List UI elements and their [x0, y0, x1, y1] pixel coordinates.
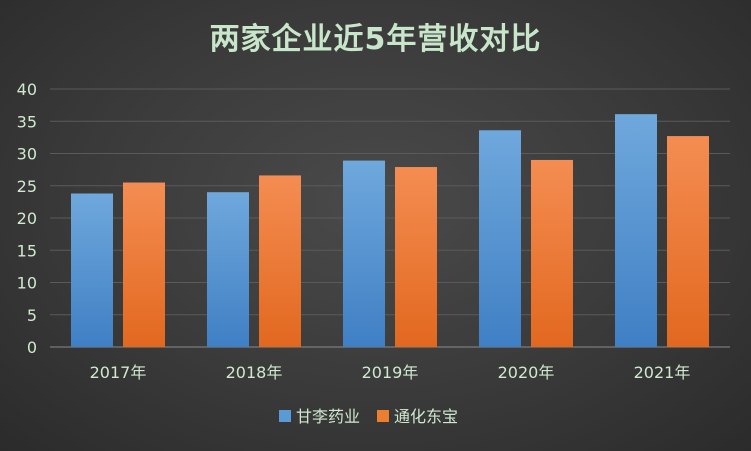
y-tick-label: 10: [17, 274, 37, 293]
bar-series-2-0: [123, 182, 165, 347]
x-tick-label: 2018年: [226, 363, 283, 382]
y-tick-label: 40: [17, 80, 37, 99]
legend-swatch: [377, 410, 389, 422]
legend: 甘李药业 通化东宝: [279, 407, 458, 426]
chart-title: 两家企业近5年营收对比: [209, 22, 542, 57]
bar-series-1-4: [615, 114, 657, 347]
bar-series-1-1: [207, 192, 249, 347]
bar-series-1-2: [343, 160, 385, 347]
x-tick-label: 2020年: [498, 363, 555, 382]
bars: [71, 114, 709, 347]
x-axis: 2017年 2018年 2019年 2020年 2021年: [90, 363, 691, 382]
y-tick-label: 20: [17, 209, 37, 228]
y-axis: 0 5 10 15 20 25 30 35 40: [17, 80, 37, 357]
x-tick-label: 2021年: [634, 363, 691, 382]
bar-series-2-1: [259, 175, 301, 347]
y-tick-label: 0: [27, 338, 37, 357]
y-tick-label: 5: [27, 306, 37, 325]
bar-series-2-2: [395, 167, 437, 347]
x-tick-label: 2017年: [90, 363, 147, 382]
bar-series-1-3: [479, 130, 521, 347]
legend-label: 甘李药业: [296, 407, 360, 426]
y-tick-label: 35: [17, 112, 37, 131]
y-tick-label: 25: [17, 177, 37, 196]
legend-swatch: [279, 410, 291, 422]
bar-series-2-3: [531, 159, 573, 347]
y-tick-label: 30: [17, 145, 37, 164]
bar-series-2-4: [667, 136, 709, 347]
bar-series-1-0: [71, 193, 113, 347]
y-tick-label: 15: [17, 241, 37, 260]
legend-label: 通化东宝: [394, 407, 458, 426]
x-tick-label: 2019年: [362, 363, 419, 382]
